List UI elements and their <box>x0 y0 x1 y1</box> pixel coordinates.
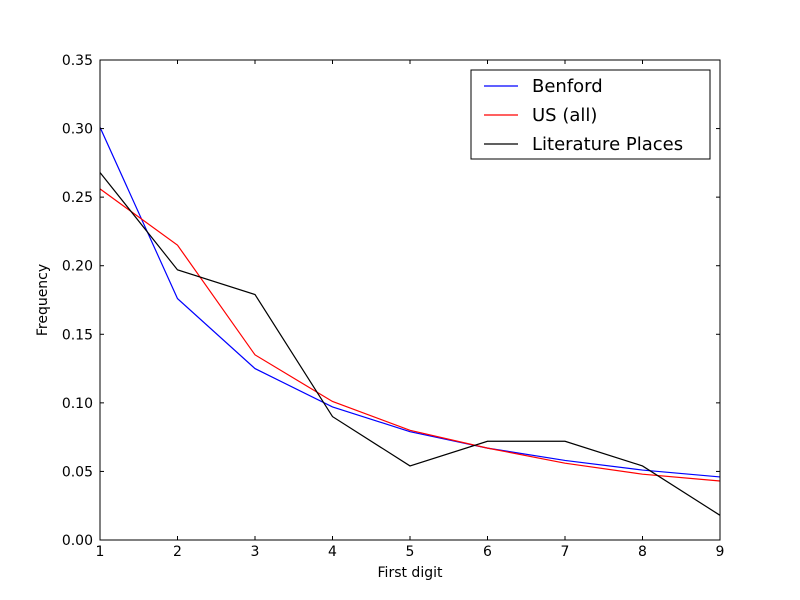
y-axis-label: Frequency <box>35 264 51 336</box>
legend: Benford US (all) Literature Places <box>470 69 711 160</box>
x-tick-label: 4 <box>328 544 337 560</box>
x-axis-ticks: 1 2 3 4 5 6 7 8 9 <box>96 60 725 560</box>
legend-label: US (all) <box>532 105 597 126</box>
y-tick-label: 0.35 <box>62 53 93 69</box>
y-tick-label: 0.00 <box>62 533 93 549</box>
x-tick-label: 5 <box>406 544 415 560</box>
y-tick-label: 0.05 <box>62 464 93 480</box>
series-line-literature-places <box>99 172 721 516</box>
x-tick-label: 8 <box>638 544 647 560</box>
y-tick-label: 0.10 <box>62 396 93 412</box>
series-line-benford <box>99 126 721 478</box>
y-axis-ticks: 0.00 0.05 0.10 0.15 0.20 0.25 0.30 0.35 <box>62 53 720 549</box>
legend-label: Benford <box>532 76 603 97</box>
x-tick-label: 1 <box>96 544 105 560</box>
x-tick-label: 9 <box>716 544 725 560</box>
y-tick-label: 0.30 <box>62 122 93 138</box>
legend-label: Literature Places <box>532 134 683 155</box>
x-axis-label: First digit <box>378 565 443 581</box>
x-tick-label: 6 <box>483 544 492 560</box>
series-line-us-all <box>99 188 721 482</box>
x-tick-label: 7 <box>561 544 570 560</box>
series-layer <box>99 126 721 516</box>
x-tick-label: 3 <box>251 544 260 560</box>
y-tick-label: 0.20 <box>62 259 93 275</box>
y-tick-label: 0.15 <box>62 327 93 343</box>
y-tick-label: 0.25 <box>62 190 93 206</box>
x-tick-label: 2 <box>173 544 182 560</box>
